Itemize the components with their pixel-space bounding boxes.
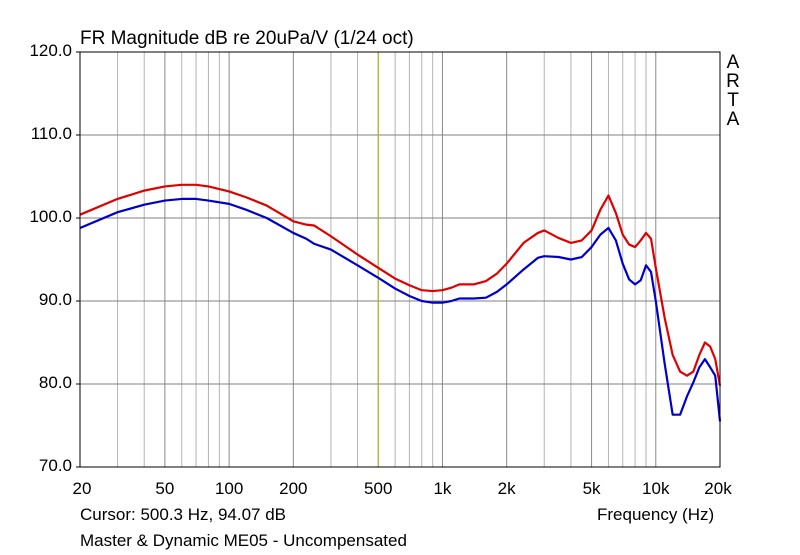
- grid-lines: [80, 52, 720, 467]
- series-layer: [79, 183, 722, 422]
- x-tick-label: 100: [214, 479, 244, 498]
- x-axis-label: Frequency (Hz): [597, 505, 715, 524]
- y-tick-label: 100.0: [29, 207, 72, 226]
- x-tick-label: 1k: [433, 479, 452, 498]
- watermark-letter: A: [726, 109, 740, 130]
- x-tick-label: 500: [364, 479, 393, 498]
- x-tick-label: 50: [155, 479, 175, 498]
- tick-marks: [76, 51, 80, 468]
- plot-frame: [79, 51, 721, 468]
- watermark-letter: A: [726, 52, 740, 73]
- y-tick-label: 70.0: [38, 456, 72, 475]
- series-line: [79, 183, 722, 386]
- arta-watermark: A R T A: [722, 53, 744, 129]
- watermark-letter: T: [727, 90, 739, 111]
- series-line: [79, 197, 722, 422]
- y-tick-label: 120.0: [29, 41, 72, 60]
- y-tick-label: 90.0: [38, 290, 72, 309]
- watermark-letter: R: [726, 71, 740, 92]
- y-tick-label: 110.0: [30, 124, 72, 143]
- cursor-readout: Cursor: 500.3 Hz, 94.07 dB: [80, 505, 287, 524]
- x-tick-label: 2k: [497, 479, 516, 498]
- y-tick-label: 80.0: [38, 373, 72, 392]
- x-tick-label: 200: [279, 479, 308, 498]
- x-tick-label: 20: [72, 479, 92, 498]
- x-tick-label: 5k: [582, 479, 601, 498]
- x-tick-label: 20k: [704, 479, 732, 498]
- x-tick-label: 10k: [642, 479, 670, 498]
- measurement-caption: Master & Dynamic ME05 - Uncompensated: [80, 531, 407, 550]
- chart-title: FR Magnitude dB re 20uPa/V (1/24 oct): [80, 28, 414, 49]
